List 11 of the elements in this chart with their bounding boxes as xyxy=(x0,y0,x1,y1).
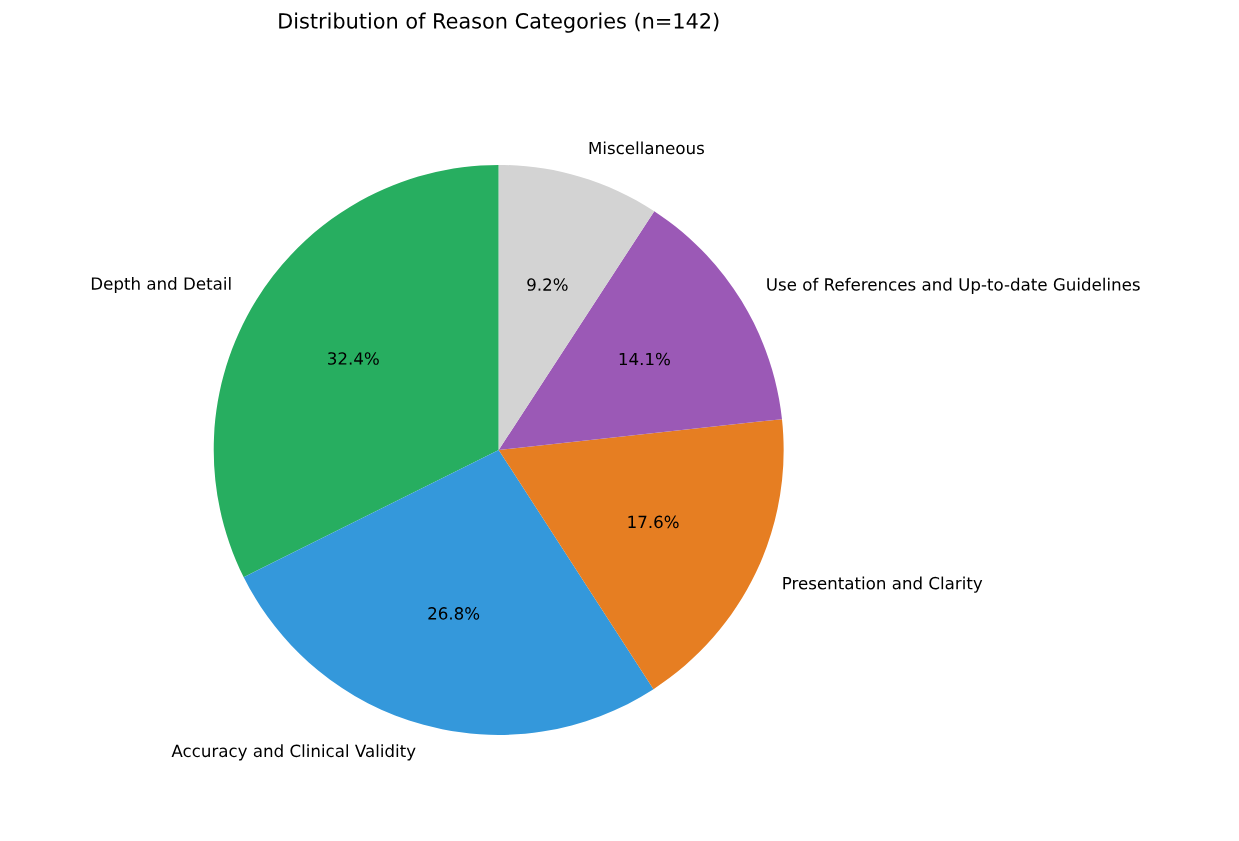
slice-label: Use of References and Up-to-date Guidelines xyxy=(767,277,1140,294)
data-label: 17.6% xyxy=(628,515,679,529)
slice-label: Accuracy and Clinical Validity xyxy=(171,744,416,761)
slice-label: Presentation and Clarity xyxy=(783,576,983,593)
data-label: 32.4% xyxy=(328,352,379,365)
slice-label: Miscellaneous xyxy=(589,141,704,155)
data-label: 14.1% xyxy=(619,352,670,366)
data-label: 9.2% xyxy=(527,278,568,291)
data-label: 26.8% xyxy=(428,607,480,620)
slice-label: Depth and Detail xyxy=(91,276,231,294)
chart-title: Distribution of Reason Categories (n=142) xyxy=(279,12,719,33)
